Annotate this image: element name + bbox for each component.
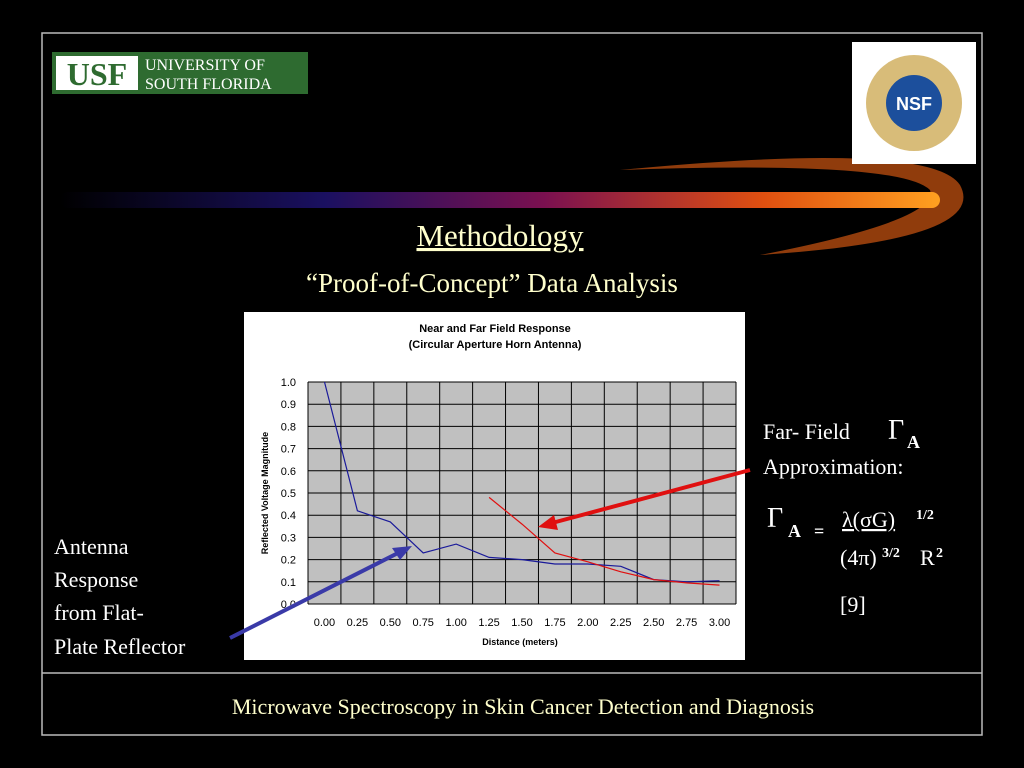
x-tick-label: 0.25 — [347, 617, 368, 629]
formula-exponent: 2 — [936, 546, 943, 561]
frame — [41, 32, 983, 736]
note-subscript: A — [907, 432, 920, 452]
arrowhead-red — [538, 515, 558, 530]
x-tick-label: 1.25 — [478, 617, 499, 629]
note-symbol: Γ — [888, 415, 904, 446]
x-tick-label: 1.00 — [445, 617, 466, 629]
formula: Γ A = λ(σG) 1/2 (4π) 3/2 R 2 [9] — [767, 503, 943, 617]
slide-title: Methodology — [416, 218, 584, 253]
y-tick-label: 0.9 — [281, 399, 296, 411]
formula-subscript: A — [788, 521, 801, 541]
flare-arc — [620, 158, 964, 255]
note-line: Antenna — [54, 534, 129, 559]
arrowhead-blue — [392, 546, 412, 560]
y-tick-label: 1.0 — [281, 377, 296, 389]
x-tick-label: 2.00 — [577, 617, 598, 629]
x-tick-label: 3.00 — [709, 617, 730, 629]
left-note: Antenna Response from Flat- Plate Reflec… — [54, 534, 186, 659]
usf-logo-line: UNIVERSITY OF — [145, 57, 265, 74]
nsf-logo-text: NSF — [896, 94, 932, 114]
y-tick-label: 0.8 — [281, 421, 296, 433]
x-tick-label: 1.50 — [511, 617, 532, 629]
x-tick-label: 0.00 — [314, 617, 335, 629]
nsf-logo-globe — [886, 75, 942, 131]
arrow-red — [551, 468, 751, 525]
data-line — [488, 496, 720, 586]
chart-subtitle: (Circular Aperture Horn Antenna) — [409, 339, 582, 351]
y-axis-label: Reflected Voltage Magnitude — [260, 432, 270, 554]
x-tick-label: 2.50 — [643, 617, 664, 629]
formula-reference: [9] — [840, 592, 866, 617]
formula-denominator: (4π) — [840, 545, 877, 570]
usf-logo-text: USF — [67, 56, 127, 92]
x-tick-label: 0.50 — [380, 617, 401, 629]
flare-bar — [60, 192, 940, 208]
y-tick-label: 0.3 — [281, 532, 296, 544]
y-tick-label: 0.5 — [281, 488, 296, 500]
usf-logo-box — [56, 56, 138, 90]
formula-exponent: 1/2 — [916, 508, 934, 523]
note-line: Plate Reflector — [54, 634, 186, 659]
formula-denominator: R — [920, 545, 935, 570]
y-tick-label: 0.2 — [281, 555, 296, 567]
formula-symbol: Γ — [767, 503, 783, 534]
arrow-blue — [229, 550, 401, 640]
y-tick-label: 0.4 — [281, 510, 296, 522]
chart-title: Near and Far Field Response — [419, 323, 571, 335]
x-tick-label: 2.25 — [610, 617, 631, 629]
x-tick-label: 2.75 — [676, 617, 697, 629]
note-line: Approximation: — [763, 454, 904, 479]
x-tick-label: 0.75 — [413, 617, 434, 629]
footer: Microwave Spectroscopy in Skin Cancer De… — [232, 694, 814, 719]
x-tick-label: 1.75 — [544, 617, 565, 629]
y-tick-label: 0.6 — [281, 466, 296, 478]
slide-subtitle: “Proof-of-Concept” Data Analysis — [306, 268, 678, 298]
usf-logo-line: SOUTH FLORIDA — [145, 76, 272, 93]
y-tick-label: 0.1 — [281, 577, 296, 589]
x-axis-label: Distance (meters) — [482, 637, 558, 647]
formula-equals: = — [814, 521, 824, 541]
y-tick-label: 0.7 — [281, 444, 296, 456]
formula-numerator: λ(σG) — [842, 507, 895, 532]
note-line: Response — [54, 567, 138, 592]
right-note: Far- Field Γ A Approximation: — [763, 415, 920, 479]
note-line: from Flat- — [54, 600, 144, 625]
formula-exponent: 3/2 — [882, 546, 900, 561]
chart: Near and Far Field Response (Circular Ap… — [244, 312, 745, 660]
note-line: Far- Field — [763, 419, 850, 444]
